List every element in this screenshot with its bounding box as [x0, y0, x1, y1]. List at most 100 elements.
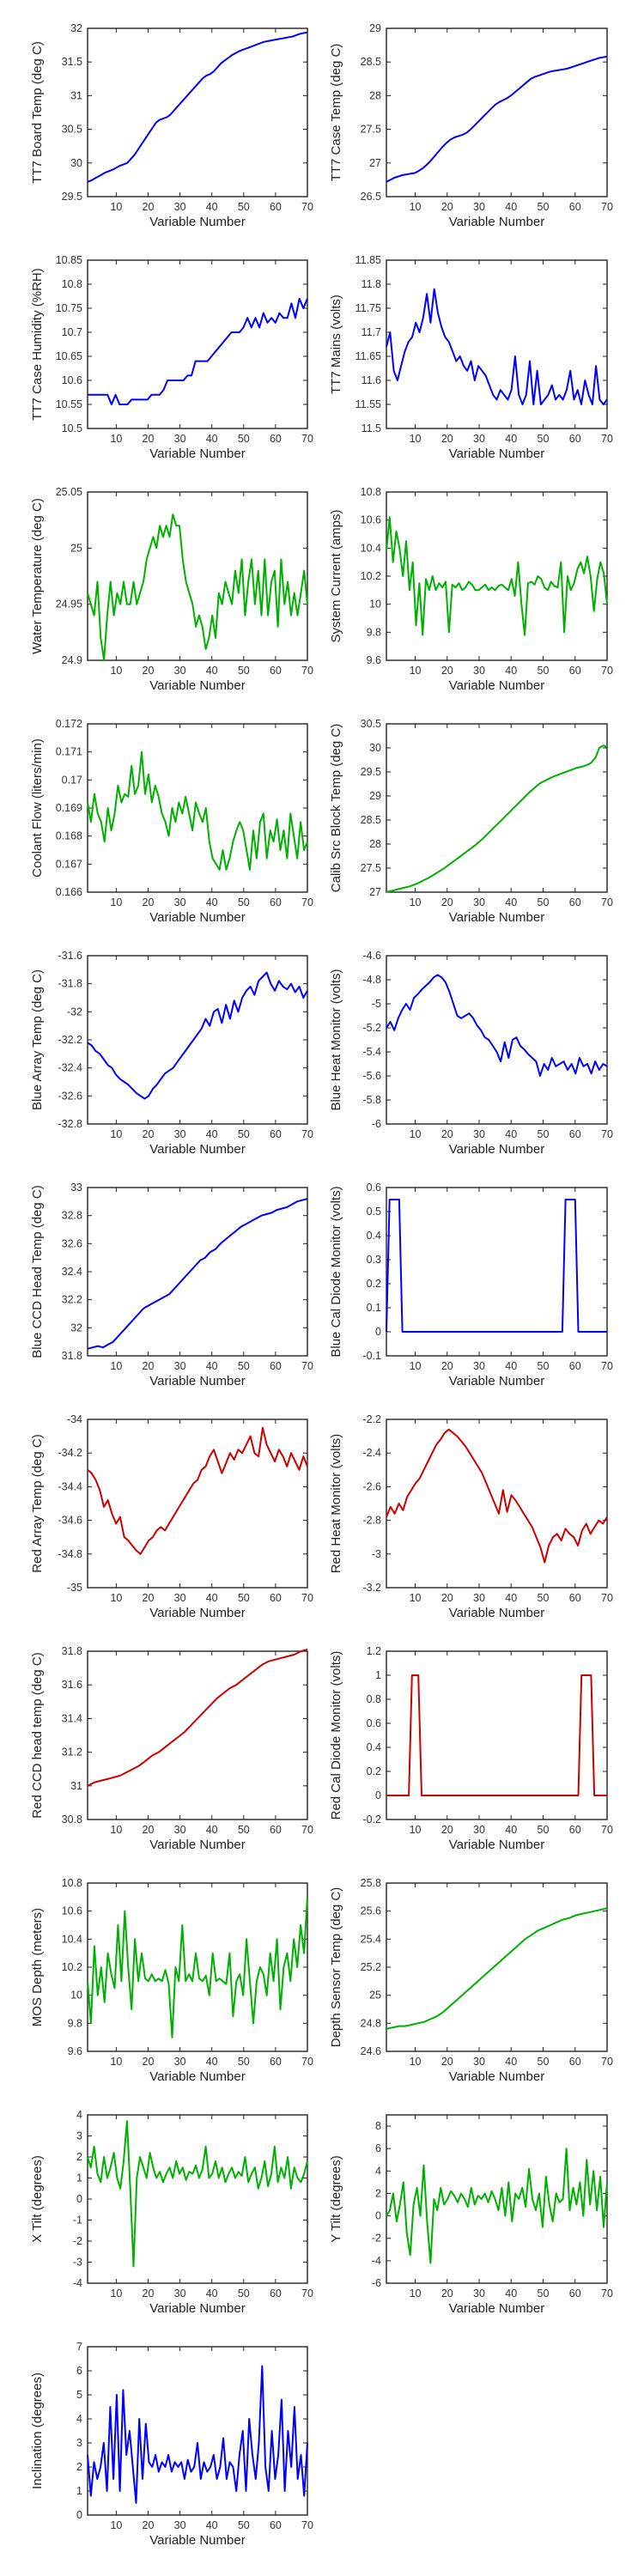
- y-tick-label: 25: [70, 542, 82, 554]
- x-tick-label: 30: [473, 433, 485, 445]
- x-tick-label: 10: [110, 201, 122, 213]
- y-tick-label: -0.1: [362, 1350, 381, 1362]
- y-tick-label: 9.6: [367, 654, 381, 666]
- chart-panel-5: 10 20 30 40 50 60 70 24.9 24.95 25 25.05 Variable N…: [30, 486, 313, 693]
- x-tick-label: 60: [569, 896, 581, 908]
- x-tick-label: 50: [538, 2287, 550, 2300]
- x-tick-label: 40: [505, 2287, 517, 2300]
- x-axis-label: Variable Number: [149, 1142, 245, 1157]
- x-tick-label: 30: [473, 665, 485, 677]
- x-tick-label: 10: [410, 1824, 422, 1836]
- y-tick-label: 2: [76, 2151, 82, 2163]
- y-tick-label: 11.7: [361, 326, 381, 338]
- x-tick-label: 30: [174, 1824, 186, 1836]
- x-tick-label: 70: [301, 1360, 313, 1372]
- x-tick-label: 30: [174, 1360, 186, 1372]
- y-tick-label: 28: [369, 89, 381, 101]
- x-tick-label: 20: [441, 201, 453, 213]
- series-line: [386, 288, 608, 405]
- x-tick-label: 10: [110, 1824, 122, 1836]
- x-tick-label: 70: [301, 201, 313, 213]
- y-tick-label: 11.75: [355, 302, 381, 314]
- series-line: [386, 1199, 607, 1333]
- x-axis-label: Variable Number: [449, 678, 544, 693]
- series-line: [87, 1649, 308, 1787]
- x-axis-label: Variable Number: [149, 1838, 245, 1852]
- y-tick-label: 1: [76, 2485, 82, 2497]
- x-axis-label: Variable Number: [449, 1606, 544, 1620]
- y-tick-label: 25.05: [56, 486, 82, 498]
- y-tick-label: 0.6: [367, 1182, 381, 1194]
- x-tick-label: 60: [270, 2519, 282, 2531]
- y-tick-label: 26.5: [361, 191, 381, 203]
- x-tick-label: 40: [206, 201, 218, 213]
- x-tick-label: 10: [410, 433, 422, 445]
- x-tick-label: 50: [238, 896, 250, 908]
- series-line: [386, 1674, 607, 1796]
- y-tick-label: 0.167: [56, 858, 82, 870]
- x-tick-label: 10: [110, 665, 122, 677]
- y-tick-label: 0: [76, 2509, 82, 2521]
- x-tick-label: 70: [301, 2519, 313, 2531]
- y-tick-label: -32.8: [58, 1118, 83, 1130]
- series-line: [386, 516, 608, 636]
- y-axis-label: Depth Sensor Temp (deg C): [329, 1887, 343, 2047]
- y-tick-label: 32.8: [62, 1210, 82, 1222]
- x-tick-label: 60: [569, 1360, 581, 1372]
- y-axis-label: Blue CCD Head Temp (deg C): [30, 1185, 45, 1358]
- y-tick-label: -3: [73, 2257, 82, 2269]
- y-tick-label: 29: [369, 790, 381, 802]
- y-tick-label: -32.4: [58, 1062, 83, 1074]
- chart-panel-7: 10 20 30 40 50 60 70 0.166 0.167 0.168 0.169 0.17 0.…: [30, 718, 313, 925]
- y-tick-label: 0.169: [56, 802, 82, 814]
- y-axis-label: Red CCD head temp (deg C): [30, 1652, 45, 1818]
- y-tick-label: 0.166: [56, 886, 82, 898]
- y-tick-label: 10.6: [62, 1905, 82, 1917]
- y-tick-label: 29.5: [62, 191, 82, 203]
- x-tick-label: 60: [270, 1360, 282, 1372]
- y-tick-label: -2.4: [362, 1447, 381, 1459]
- y-tick-label: -31.8: [58, 978, 83, 990]
- y-tick-label: 0.3: [367, 1254, 381, 1266]
- plot-frame: [386, 723, 608, 893]
- y-tick-label: 32.2: [62, 1294, 82, 1306]
- x-tick-label: 60: [270, 2287, 282, 2300]
- y-tick-label: -34.4: [58, 1480, 83, 1492]
- y-tick-label: 32: [70, 22, 82, 34]
- y-tick-label: -34.2: [58, 1447, 83, 1459]
- x-axis-label: Variable Number: [149, 2301, 245, 2316]
- chart-panel-3: 10 20 30 40 50 60 70 10.5 10.55 10.6 10.65 10.7 10.7…: [30, 254, 313, 461]
- chart-panel-4: 10 20 30 40 50 60 70 11.5 11.55 11.6 11.65 11.7 11.7…: [329, 254, 613, 461]
- y-tick-label: 6: [375, 2142, 381, 2154]
- x-tick-label: 20: [143, 1824, 155, 1836]
- y-axis-label: Inclination (degrees): [30, 2372, 45, 2489]
- x-tick-label: 60: [569, 2056, 581, 2068]
- y-tick-label: -32.6: [58, 1090, 83, 1102]
- y-tick-label: 10: [369, 598, 381, 611]
- plot-frame: [87, 2114, 308, 2284]
- y-tick-label: 0: [375, 1789, 381, 1801]
- y-tick-label: 4: [76, 2109, 82, 2121]
- x-tick-label: 20: [143, 433, 155, 445]
- x-tick-label: 50: [538, 201, 550, 213]
- y-tick-label: 1: [375, 1669, 381, 1681]
- series-line: [87, 971, 308, 1100]
- plot-frame: [386, 1419, 608, 1589]
- x-tick-label: 20: [441, 1824, 453, 1836]
- y-tick-label: -1: [73, 2215, 82, 2227]
- x-tick-label: 50: [538, 896, 550, 908]
- y-tick-label: 3: [76, 2437, 82, 2449]
- x-tick-label: 40: [505, 1824, 517, 1836]
- x-tick-label: 40: [505, 201, 517, 213]
- y-axis-label: Blue Heat Monitor (volts): [329, 969, 343, 1110]
- x-axis-label: Variable Number: [149, 1606, 245, 1620]
- x-tick-label: 60: [270, 1128, 282, 1140]
- x-tick-label: 40: [505, 1128, 517, 1140]
- x-axis-label: Variable Number: [149, 910, 245, 925]
- y-tick-label: 32: [70, 1321, 82, 1334]
- x-tick-label: 60: [569, 1824, 581, 1836]
- y-tick-label: 10.85: [56, 254, 82, 266]
- chart-panel-19: 10 20 30 40 50 60 70 -4 -3 -2 -1 0 1 2 3 4 Variable Numb…: [30, 2109, 313, 2316]
- y-tick-label: 30.5: [361, 718, 381, 730]
- y-tick-label: -6: [372, 2277, 381, 2289]
